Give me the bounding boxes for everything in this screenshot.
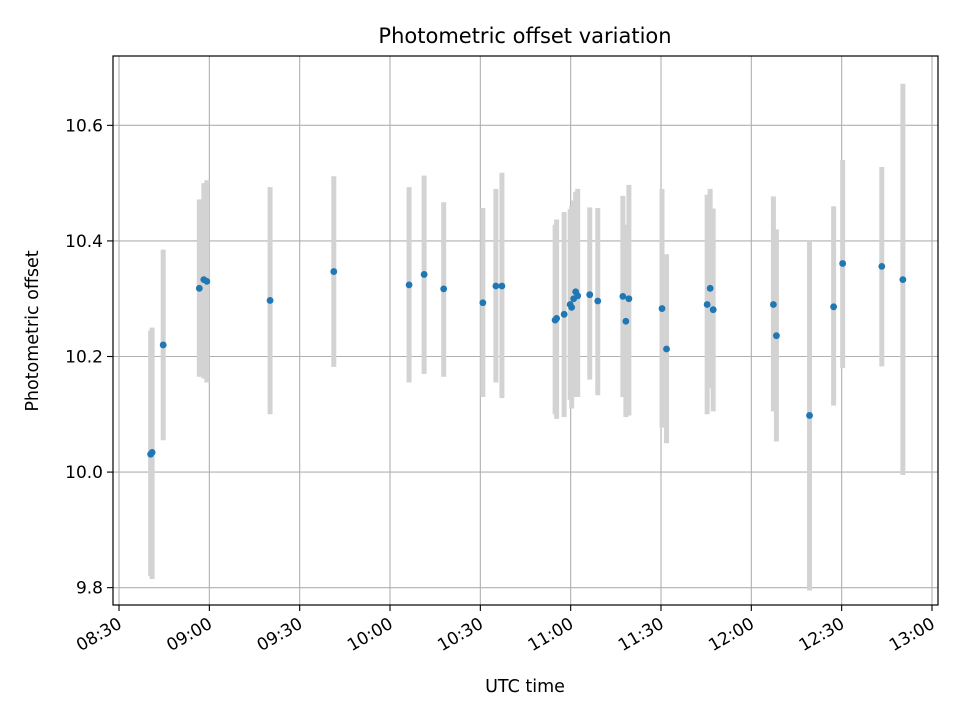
plot-frame	[112, 55, 939, 606]
y-tick-label: 10.0	[65, 463, 103, 483]
y-tick-label: 9.8	[76, 579, 103, 599]
data-point	[498, 282, 506, 290]
data-point	[195, 284, 203, 292]
data-point	[658, 305, 666, 312]
data-point	[770, 301, 777, 308]
data-point	[773, 332, 780, 340]
data-point	[553, 314, 561, 322]
data-point	[479, 299, 487, 307]
data-point	[203, 277, 211, 285]
data-point	[405, 281, 413, 289]
data-point	[594, 297, 602, 305]
data-point	[622, 317, 630, 325]
grid	[113, 56, 938, 605]
data-point	[706, 284, 714, 292]
data-point	[148, 449, 156, 456]
data-point	[574, 292, 582, 300]
y-axis: 9.8 10.0 10.2 10.4 10.6	[65, 116, 113, 599]
data-point	[159, 341, 167, 349]
data-point	[663, 345, 670, 353]
y-tick-label: 10.4	[65, 232, 103, 252]
data-point	[709, 306, 717, 314]
data-point	[568, 303, 576, 311]
data-point	[625, 295, 633, 303]
data-point	[830, 303, 838, 311]
data-point	[560, 310, 568, 318]
data-point	[703, 301, 711, 308]
y-axis-title: Photometric offset	[23, 250, 43, 411]
data-points	[147, 260, 907, 458]
data-point	[806, 412, 813, 419]
x-axis-title: UTC time	[485, 677, 565, 697]
data-point	[586, 291, 594, 299]
data-point	[440, 285, 448, 293]
data-point	[420, 271, 428, 278]
data-point	[878, 262, 886, 270]
chart-title: Photometric offset variation	[378, 24, 671, 48]
data-point	[266, 297, 274, 304]
data-point	[619, 293, 627, 300]
y-tick-label: 10.6	[65, 116, 103, 136]
data-point	[899, 276, 907, 284]
y-tick-label: 10.2	[65, 348, 103, 368]
data-point	[839, 260, 847, 267]
data-point	[492, 282, 500, 290]
data-point	[330, 268, 338, 275]
